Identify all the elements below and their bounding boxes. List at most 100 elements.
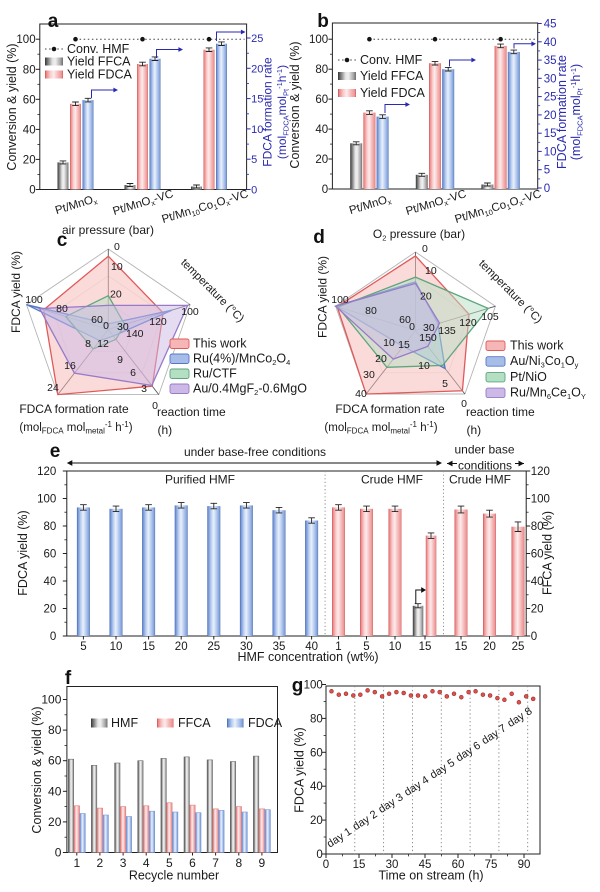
svg-text:30: 30: [117, 321, 129, 333]
svg-text:40: 40: [23, 124, 36, 136]
svg-text:2: 2: [97, 856, 104, 870]
svg-text:15: 15: [544, 128, 557, 140]
svg-text:Recycle number: Recycle number: [129, 869, 219, 883]
svg-text:80: 80: [531, 521, 544, 533]
svg-text:20: 20: [420, 291, 432, 303]
svg-text:120: 120: [531, 466, 550, 478]
svg-text:12: 12: [97, 338, 109, 350]
svg-text:60: 60: [310, 747, 323, 759]
svg-text:FDCA formation rate: FDCA formation rate: [261, 57, 275, 167]
svg-text:150: 150: [419, 332, 437, 344]
svg-text:FFCA: FFCA: [178, 716, 211, 730]
svg-text:FDCA yield (%): FDCA yield (%): [16, 510, 30, 595]
svg-text:0: 0: [544, 183, 550, 195]
svg-text:25: 25: [544, 92, 557, 104]
svg-text:75: 75: [485, 859, 498, 871]
svg-text:15: 15: [398, 339, 410, 351]
svg-text:90: 90: [518, 859, 531, 871]
svg-text:Crude HMF: Crude HMF: [449, 473, 511, 487]
svg-text:60: 60: [531, 549, 544, 561]
svg-text:9: 9: [259, 856, 266, 870]
svg-text:Conv. HMF: Conv. HMF: [67, 42, 130, 56]
svg-text:6: 6: [189, 856, 196, 870]
svg-text:20: 20: [44, 604, 57, 616]
svg-text:16: 16: [64, 360, 76, 372]
svg-text:40: 40: [315, 124, 328, 136]
svg-text:40: 40: [531, 576, 544, 588]
svg-text:45: 45: [419, 859, 432, 871]
svg-text:0: 0: [251, 185, 257, 197]
svg-text:g: g: [292, 676, 304, 697]
svg-text:0: 0: [103, 320, 109, 332]
svg-text:HMF: HMF: [111, 716, 138, 730]
svg-text:(h): (h): [467, 423, 482, 437]
svg-text:60: 60: [44, 549, 57, 561]
svg-text:120: 120: [149, 316, 167, 328]
svg-text:Pt/NiO: Pt/NiO: [510, 370, 547, 384]
svg-text:20: 20: [531, 604, 544, 616]
svg-text:5: 5: [166, 856, 173, 870]
svg-text:0: 0: [322, 184, 328, 196]
svg-text:9: 9: [117, 354, 123, 366]
svg-text:80: 80: [365, 305, 377, 317]
svg-text:30: 30: [544, 73, 557, 85]
svg-text:100: 100: [41, 693, 61, 707]
svg-text:Yield FDCA: Yield FDCA: [67, 68, 132, 82]
svg-text:80: 80: [48, 723, 62, 737]
svg-text:100: 100: [331, 294, 349, 306]
svg-text:60: 60: [452, 859, 465, 871]
svg-text:This work: This work: [193, 337, 247, 351]
svg-text:25: 25: [251, 33, 263, 45]
svg-text:air pressure (bar): air pressure (bar): [62, 223, 154, 237]
svg-text:25: 25: [512, 641, 525, 653]
svg-text:100: 100: [181, 306, 199, 318]
svg-text:6: 6: [130, 367, 136, 379]
svg-text:8: 8: [85, 338, 91, 350]
svg-text:35: 35: [544, 55, 557, 67]
svg-text:40: 40: [310, 781, 323, 793]
svg-text:0: 0: [55, 846, 62, 860]
svg-text:reaction time: reaction time: [466, 405, 535, 419]
svg-text:Time on stream (h): Time on stream (h): [378, 869, 483, 883]
svg-text:Au/Ni3​Co1​Oy​: Au/Ni3​Co1​Oy​: [510, 354, 579, 369]
svg-text:10: 10: [110, 641, 123, 653]
svg-text:(h): (h): [158, 423, 173, 437]
svg-text:1: 1: [73, 856, 80, 870]
svg-text:105: 105: [481, 311, 499, 323]
svg-text:(molFDCA​ molmetal​-1​ h-1​): (molFDCA​ molmetal​-1​ h-1​): [324, 420, 437, 435]
svg-text:135: 135: [438, 325, 456, 337]
svg-text:8: 8: [235, 856, 242, 870]
svg-text:120: 120: [37, 466, 56, 478]
svg-text:20: 20: [375, 353, 387, 365]
svg-text:80: 80: [310, 713, 323, 725]
svg-text:10: 10: [389, 641, 402, 653]
svg-text:100: 100: [531, 494, 550, 506]
svg-text:20: 20: [544, 110, 557, 122]
svg-text:100: 100: [309, 34, 328, 46]
svg-text:100: 100: [304, 680, 323, 692]
svg-text:60: 60: [48, 754, 62, 768]
svg-text:20: 20: [310, 815, 323, 827]
svg-text:under base-free conditions: under base-free conditions: [184, 445, 326, 459]
svg-text:120: 120: [459, 317, 477, 329]
svg-text:FDCA formation rate: FDCA formation rate: [555, 55, 569, 169]
svg-text:60: 60: [399, 314, 411, 326]
svg-text:25: 25: [207, 641, 220, 653]
svg-text:Ru/CTF: Ru/CTF: [193, 367, 237, 381]
svg-text:FDCA formation rate: FDCA formation rate: [19, 402, 129, 416]
svg-text:0: 0: [316, 849, 322, 861]
svg-text:10: 10: [418, 360, 430, 372]
svg-text:100: 100: [37, 494, 56, 506]
svg-text:20: 20: [110, 289, 122, 301]
svg-text:0: 0: [323, 859, 329, 871]
svg-text:15: 15: [251, 94, 263, 106]
svg-text:100: 100: [16, 34, 35, 46]
svg-text:40: 40: [44, 576, 57, 588]
svg-text:FDCA: FDCA: [248, 716, 283, 730]
svg-text:60: 60: [23, 94, 36, 106]
svg-text:0: 0: [50, 631, 56, 643]
svg-text:d: d: [313, 227, 325, 248]
svg-text:Ru/Mn6​Ce1​OY​: Ru/Mn6​Ce1​OY​: [510, 386, 586, 401]
svg-text:80: 80: [23, 64, 36, 76]
svg-text:Conv. HMF: Conv. HMF: [360, 53, 423, 67]
